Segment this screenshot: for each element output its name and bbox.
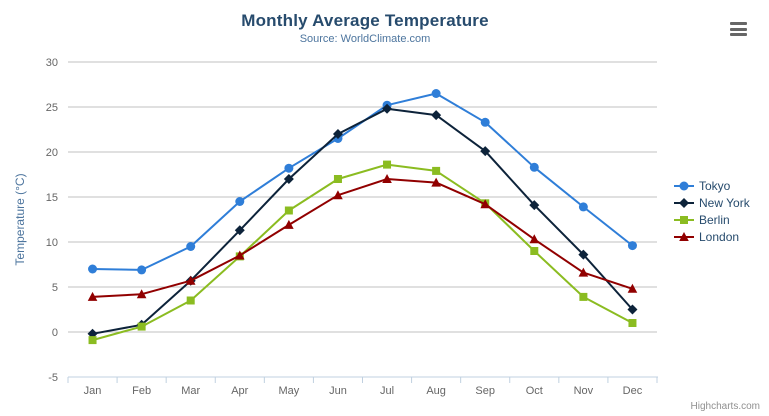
chart-title: Monthly Average Temperature: [241, 11, 489, 30]
data-point-new-york-legend[interactable]: [679, 197, 689, 208]
legend-item-berlin[interactable]: Berlin: [674, 211, 750, 228]
data-point-new-york[interactable]: [627, 304, 638, 315]
x-axis-tick-label: Dec: [623, 385, 643, 397]
x-axis-tick-label: Jan: [84, 385, 102, 397]
data-point-tokyo[interactable]: [186, 242, 196, 251]
series-line-tokyo: [92, 92, 634, 271]
y-axis-tick-label: -5: [48, 372, 58, 384]
x-axis-tick-label: Sep: [475, 385, 495, 397]
y-axis-tick-label: 10: [46, 237, 58, 249]
legend-item-tokyo[interactable]: Tokyo: [674, 177, 750, 194]
data-point-london-legend[interactable]: [679, 231, 689, 241]
y-axis-tick-label: 15: [46, 192, 58, 204]
x-axis-tick-label: Mar: [181, 385, 200, 397]
data-point-london[interactable]: [87, 291, 98, 301]
y-axis-tick-label: 0: [52, 327, 58, 339]
export-menu-button[interactable]: [728, 20, 749, 38]
legend-label: New York: [699, 195, 750, 210]
x-axis-tick-label: Apr: [231, 385, 248, 397]
x-axis-tick-label: Feb: [132, 385, 151, 397]
data-point-berlin[interactable]: [284, 206, 293, 215]
data-point-london[interactable]: [480, 199, 491, 209]
data-point-tokyo[interactable]: [88, 264, 98, 274]
legend-marker-triangle-icon: [674, 231, 694, 241]
data-point-london[interactable]: [382, 174, 392, 183]
data-point-berlin[interactable]: [186, 296, 195, 305]
series-london: [87, 174, 638, 301]
y-axis-tick-label: 25: [46, 102, 58, 114]
legend-marker-square-icon: [674, 215, 694, 224]
legend-label: Berlin: [699, 212, 730, 227]
data-point-london[interactable]: [136, 289, 147, 299]
x-axis-tick-label: Jul: [380, 385, 394, 397]
legend-item-new-york[interactable]: New York: [674, 194, 750, 211]
data-point-new-york[interactable]: [578, 249, 589, 260]
series-line-berlin: [92, 163, 633, 342]
data-point-tokyo[interactable]: [284, 163, 294, 173]
data-point-berlin[interactable]: [383, 160, 392, 169]
data-point-new-york[interactable]: [529, 200, 540, 211]
y-axis-tick-label: 30: [46, 57, 58, 69]
series-tokyo: [88, 89, 637, 275]
data-point-berlin[interactable]: [432, 166, 441, 175]
series-new-york: [87, 103, 638, 339]
data-point-new-york[interactable]: [283, 174, 294, 184]
data-point-tokyo[interactable]: [627, 241, 637, 251]
series-line-london: [92, 178, 633, 298]
data-point-tokyo[interactable]: [578, 202, 588, 212]
data-point-new-york[interactable]: [332, 129, 343, 139]
data-point-new-york[interactable]: [234, 225, 245, 236]
data-point-tokyo[interactable]: [529, 162, 539, 172]
data-point-london[interactable]: [431, 177, 441, 187]
data-point-tokyo[interactable]: [235, 197, 245, 206]
data-point-tokyo[interactable]: [480, 117, 490, 127]
y-axis-tick-label: 5: [52, 282, 58, 294]
data-point-berlin[interactable]: [137, 322, 146, 331]
chart-subtitle: Source: WorldClimate.com: [299, 33, 431, 45]
data-point-berlin[interactable]: [579, 292, 588, 301]
x-axis-tick-label: Oct: [526, 385, 543, 397]
legend-label: Tokyo: [699, 178, 731, 193]
data-point-new-york[interactable]: [382, 103, 393, 114]
data-point-berlin[interactable]: [333, 175, 342, 183]
data-point-london[interactable]: [529, 234, 540, 244]
data-point-new-york[interactable]: [480, 146, 491, 157]
data-point-london[interactable]: [578, 267, 589, 277]
legend-item-london[interactable]: London: [674, 228, 750, 245]
data-point-tokyo[interactable]: [137, 265, 147, 275]
x-axis-tick-label: Jun: [329, 385, 347, 397]
y-axis-title: Temperature (°C): [13, 173, 27, 265]
highcharts-credits-link[interactable]: Highcharts.com: [690, 401, 760, 412]
legend-marker-diamond-icon: [674, 197, 694, 208]
chart-legend: Tokyo New York Berlin London: [674, 177, 750, 245]
data-point-london[interactable]: [185, 275, 196, 285]
data-point-berlin[interactable]: [530, 247, 539, 255]
legend-marker-circle-icon: [674, 181, 694, 190]
x-axis-tick-label: Nov: [574, 385, 594, 397]
data-point-london[interactable]: [333, 190, 343, 200]
data-point-london[interactable]: [627, 283, 638, 293]
legend-label: London: [699, 229, 740, 244]
data-point-london[interactable]: [234, 250, 245, 260]
data-point-berlin-legend[interactable]: [680, 215, 688, 224]
data-point-berlin[interactable]: [88, 336, 97, 345]
data-point-new-york[interactable]: [431, 110, 442, 121]
data-point-berlin[interactable]: [628, 319, 637, 327]
y-axis-tick-label: 20: [46, 147, 58, 159]
x-axis-tick-label: May: [278, 385, 299, 397]
data-point-tokyo-legend[interactable]: [679, 181, 689, 190]
data-point-tokyo[interactable]: [431, 89, 441, 98]
x-axis-tick-label: Aug: [426, 385, 446, 397]
series-line-new-york: [92, 107, 634, 335]
data-point-london[interactable]: [284, 219, 294, 229]
